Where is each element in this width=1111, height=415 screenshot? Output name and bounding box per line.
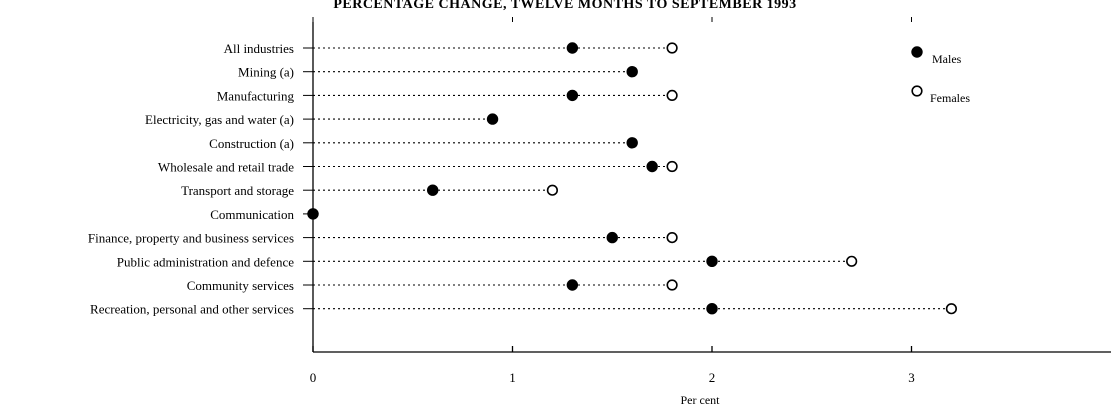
female-point bbox=[307, 208, 319, 220]
category-label: Electricity, gas and water (a) bbox=[145, 112, 294, 127]
category-label: All industries bbox=[224, 41, 294, 56]
category-label: Construction (a) bbox=[209, 136, 294, 151]
category-label: Communication bbox=[210, 207, 294, 222]
x-tick-label: 1 bbox=[509, 370, 516, 385]
male-point bbox=[646, 160, 658, 173]
female-point bbox=[666, 279, 678, 291]
category-label: Mining (a) bbox=[238, 65, 294, 80]
female-point bbox=[846, 255, 858, 267]
female-point bbox=[666, 42, 678, 54]
male-point bbox=[606, 231, 618, 244]
category-label: Community services bbox=[187, 278, 294, 293]
female-point bbox=[945, 303, 958, 315]
legend-male-marker bbox=[911, 46, 923, 58]
female-point bbox=[666, 232, 678, 244]
category-label: Finance, property and business services bbox=[88, 231, 294, 246]
female-point bbox=[666, 160, 678, 173]
category-label: Recreation, personal and other services bbox=[90, 302, 294, 317]
x-tick-label: 2 bbox=[709, 370, 716, 385]
male-point bbox=[706, 255, 718, 267]
chart-marks: All industries Mining (a) Manufacturing Ele… bbox=[88, 41, 958, 317]
female-point bbox=[666, 89, 678, 101]
legend-female-marker bbox=[911, 85, 923, 97]
x-tick-label: 0 bbox=[310, 370, 317, 385]
male-point bbox=[566, 279, 579, 291]
male-point bbox=[486, 113, 499, 125]
category-label: Wholesale and retail trade bbox=[158, 160, 294, 175]
male-point bbox=[626, 66, 638, 78]
male-point bbox=[566, 42, 579, 54]
legend-female-label: Females bbox=[930, 91, 970, 105]
male-point bbox=[626, 137, 638, 149]
male-point bbox=[427, 184, 439, 196]
category-label: Public administration and defence bbox=[117, 254, 294, 269]
male-point bbox=[566, 89, 579, 102]
legend-male-label: Males bbox=[932, 52, 962, 66]
category-label: Transport and storage bbox=[181, 183, 294, 198]
female-point bbox=[546, 184, 559, 196]
chart-title: PERCENTAGE CHANGE, TWELVE MONTHS TO SEPT… bbox=[333, 0, 796, 12]
legend: Males Females bbox=[911, 46, 970, 105]
x-tick-label: 3 bbox=[908, 370, 915, 385]
category-label: Manufacturing bbox=[217, 88, 295, 103]
male-point bbox=[706, 303, 718, 315]
x-axis-label: Per cent bbox=[681, 393, 721, 407]
